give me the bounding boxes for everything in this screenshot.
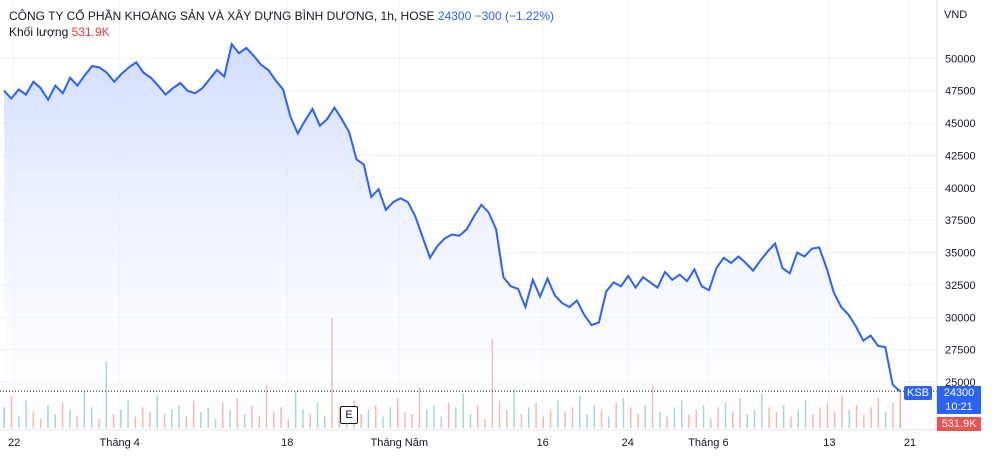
price-tick-label: 30000 <box>945 312 976 324</box>
countdown-tag-value: 10:21 <box>945 401 973 413</box>
time-tick-label: 16 <box>537 437 549 449</box>
price-tick-label: 37500 <box>945 215 976 227</box>
time-tick-label: Tháng 4 <box>100 437 140 449</box>
last-price-tag-value: 24300 <box>943 387 975 399</box>
legend-volume-label: Khối lượng <box>9 25 69 39</box>
price-tick-label: 50000 <box>945 53 976 65</box>
time-axis[interactable]: 22 Tháng 4 18 Tháng Năm 16 24 Tháng 6 13 21 <box>8 437 916 449</box>
time-tick-label: 13 <box>823 437 835 449</box>
time-tick-label: 22 <box>8 437 20 449</box>
price-area <box>4 44 900 430</box>
time-tick-label: Tháng Năm <box>371 437 428 449</box>
legend-volume-value: 531.9K <box>71 25 110 39</box>
price-tick-label: 27500 <box>945 345 976 357</box>
price-tick-label: 42500 <box>945 150 976 162</box>
price-axis-unit: VND <box>944 9 968 21</box>
chart-legend: CÔNG TY CỔ PHẦN KHOÁNG SẢN VÀ XÂY DỰNG B… <box>9 8 554 40</box>
legend-change: −300 (−1.22%) <box>474 9 554 23</box>
legend-title: CÔNG TY CỔ PHẦN KHOÁNG SẢN VÀ XÂY DỰNG B… <box>9 9 435 23</box>
symbol-tag[interactable]: KSB <box>904 386 932 400</box>
price-tick-label: 45000 <box>945 118 976 130</box>
time-tick-label: 21 <box>904 437 916 449</box>
events-button[interactable]: E <box>340 406 358 424</box>
price-axis[interactable]: 2500027500300003250035000375004000042500… <box>945 53 976 389</box>
time-tick-label: 18 <box>281 437 293 449</box>
price-tick-label: 47500 <box>945 86 976 98</box>
volume-tag: 531.9K <box>937 417 981 431</box>
price-tick-label: 40000 <box>945 183 976 195</box>
legend-last-price: 24300 <box>437 9 472 23</box>
price-tick-label: 32500 <box>945 280 976 292</box>
volume-bar <box>899 391 901 428</box>
time-tick-label: Tháng 6 <box>688 437 728 449</box>
price-line <box>3 41 901 392</box>
time-tick-label: 24 <box>622 437 634 449</box>
price-tick-label: 35000 <box>945 248 976 260</box>
last-price-tag: 24300 10:21 <box>937 386 981 414</box>
